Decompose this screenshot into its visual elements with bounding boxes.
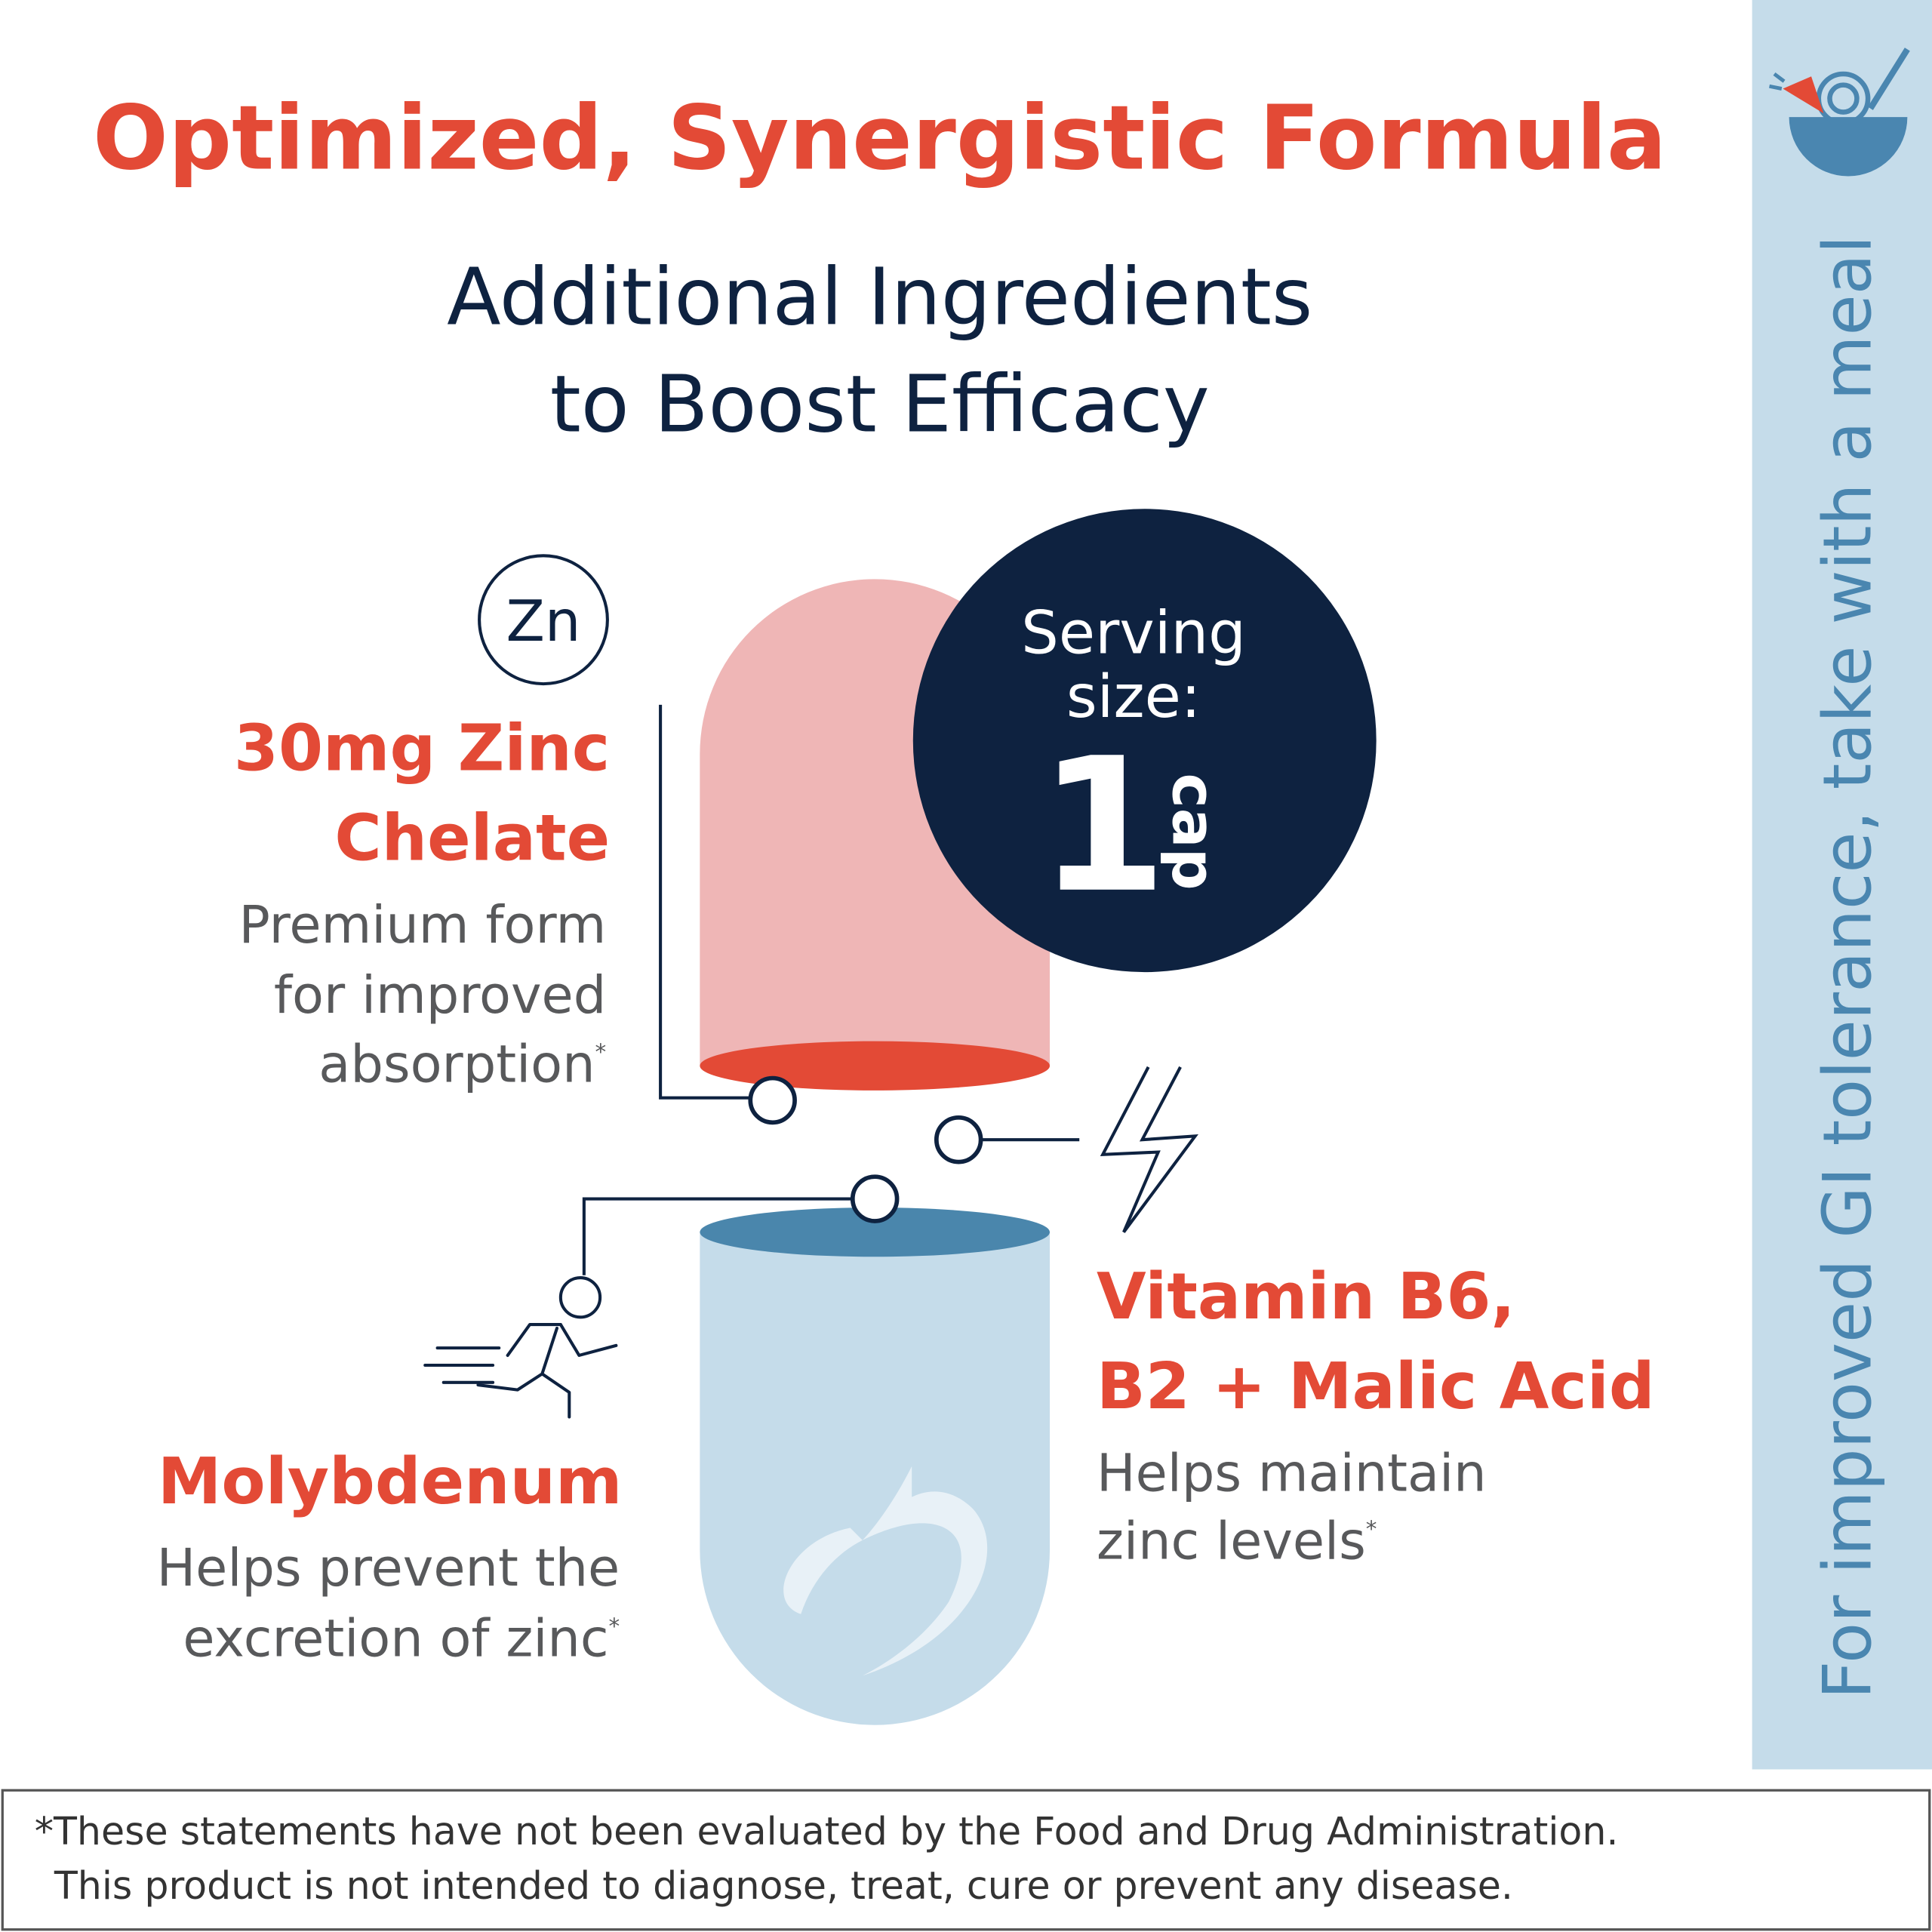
connectors bbox=[478, 554, 1198, 1275]
serving-unit: cap bbox=[1158, 773, 1227, 890]
ingredient-name: Vitamin B6, bbox=[1097, 1260, 1515, 1334]
title: Optimized, Synergistic Formula bbox=[93, 87, 1666, 190]
note-mark: * bbox=[609, 1614, 620, 1639]
zinc-symbol: Zn bbox=[506, 588, 580, 654]
note-mark: * bbox=[1366, 1516, 1377, 1542]
meal-icon bbox=[1769, 48, 1910, 177]
serving-amount: 1 bbox=[1038, 718, 1167, 934]
ingredient-description: Helps maintain bbox=[1097, 1444, 1487, 1504]
serving-badge bbox=[912, 509, 1377, 973]
subtitle-line: Additional Ingredients bbox=[447, 251, 1312, 343]
ingredient-name: 30mg Zinc bbox=[234, 711, 610, 786]
runner-icon bbox=[423, 1276, 618, 1419]
footer-line: This product is not intended to diagnose… bbox=[54, 1863, 1513, 1908]
side-bar bbox=[1752, 0, 1932, 1770]
description-text: excretion of zinc bbox=[183, 1608, 608, 1669]
ingredient-description: Premium form bbox=[239, 895, 607, 955]
description-text: absorption bbox=[318, 1034, 595, 1094]
ingredient-description: for improved bbox=[274, 965, 606, 1026]
footer-box bbox=[1, 1789, 1931, 1931]
subtitle-line: to Boost Efficacy bbox=[550, 358, 1210, 450]
ingredient-description: absorption* bbox=[318, 1034, 606, 1094]
ingredient-name: Chelate bbox=[334, 801, 610, 876]
ingredient-name: B2 + Malic Acid bbox=[1097, 1349, 1655, 1424]
side-note: For improved GI tolerance, take with a m… bbox=[1808, 235, 1886, 1700]
capsule-bottom bbox=[700, 1232, 1051, 1725]
capsule-top-rim bbox=[700, 1041, 1051, 1091]
ingredient-description: excretion of zinc* bbox=[183, 1608, 620, 1669]
ingredient-description: Helps prevent the bbox=[157, 1538, 620, 1598]
serving-label: Serving bbox=[1021, 598, 1246, 667]
note-mark: * bbox=[595, 1039, 607, 1065]
logo-watermark bbox=[783, 1466, 988, 1676]
description-text: zinc levels bbox=[1097, 1511, 1366, 1571]
serving-label: size: bbox=[1066, 663, 1201, 731]
footer-line: *These statements have not been evaluate… bbox=[35, 1809, 1619, 1854]
ingredient-description: zinc levels* bbox=[1097, 1511, 1377, 1571]
ingredient-name: Molybdenum bbox=[158, 1444, 623, 1519]
capsule-bottom-rim bbox=[700, 1208, 1051, 1257]
